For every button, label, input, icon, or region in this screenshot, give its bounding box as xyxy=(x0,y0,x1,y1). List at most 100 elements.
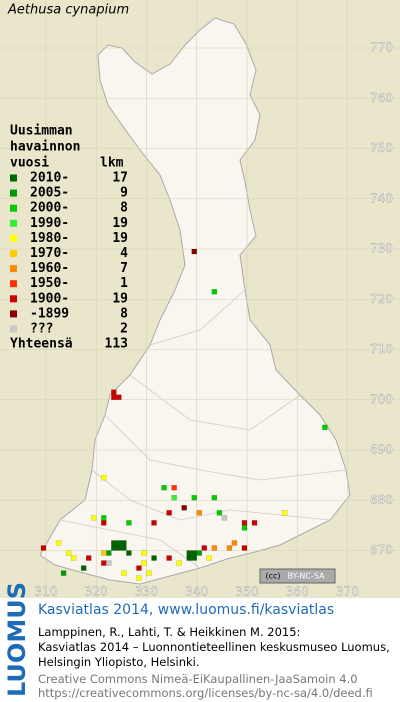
legend-label: ??? xyxy=(30,322,53,337)
citation-line: Kasviatlas 2014 – Luonnontieteellinen ke… xyxy=(38,640,390,654)
observation-square xyxy=(191,495,197,501)
y-tick-label: 730 xyxy=(370,242,393,256)
observation-square xyxy=(191,555,197,561)
legend-heading: vuosi xyxy=(10,156,49,171)
observation-square xyxy=(121,540,127,546)
y-tick-label: 760 xyxy=(370,91,393,105)
x-tick-label: 370 xyxy=(336,585,359,599)
citation-line: Lamppinen, R., Lahti, T. & Heikkinen M. … xyxy=(38,625,301,639)
observation-square xyxy=(186,550,192,556)
observation-square xyxy=(60,570,67,576)
observation-square xyxy=(226,545,233,551)
legend-label: 1960- xyxy=(30,261,69,276)
y-tick-label: 750 xyxy=(370,141,393,155)
observation-square xyxy=(101,560,107,566)
y-tick-label: 770 xyxy=(370,41,393,55)
license-line: Creative Commons Nimeä-EiKaupallinen-Jaa… xyxy=(38,672,358,686)
legend-swatch xyxy=(10,325,17,333)
observation-square xyxy=(161,484,167,491)
observation-square xyxy=(80,565,87,571)
finland-outline xyxy=(39,17,351,585)
observation-square xyxy=(101,550,107,556)
legend-swatch xyxy=(10,189,17,197)
citation-line: Helsingin Yliopisto, Helsinki. xyxy=(38,655,200,669)
y-tick-label: 700 xyxy=(370,392,393,406)
legend-swatch xyxy=(10,265,17,273)
y-tick-label: 710 xyxy=(370,342,393,356)
legend-heading: Uusimman xyxy=(10,124,73,139)
brand: LUOMUS xyxy=(3,582,31,697)
legend-swatch xyxy=(10,174,17,182)
legend-count: 1 xyxy=(120,276,128,291)
legend-label: 1980- xyxy=(30,231,69,246)
observation-square xyxy=(196,550,202,556)
x-tick-label: 330 xyxy=(135,585,158,599)
observation-square xyxy=(241,520,248,526)
legend-count: 7 xyxy=(120,261,128,276)
headline: Kasviatlas 2014, www.luomus.fi/kasviatla… xyxy=(38,602,335,618)
observation-square xyxy=(85,555,92,561)
legend-label: 1950- xyxy=(30,276,69,291)
observation-square xyxy=(101,520,107,526)
observation-square xyxy=(116,540,122,546)
observation-square xyxy=(111,545,117,551)
observation-square xyxy=(126,520,132,526)
observation-square xyxy=(141,560,147,566)
observation-square xyxy=(121,545,127,551)
legend-count: 8 xyxy=(120,306,128,321)
legend-total: 113 xyxy=(105,337,128,352)
observation-square xyxy=(211,289,218,295)
legend-label: 1990- xyxy=(30,216,69,231)
legend-swatch xyxy=(10,204,17,212)
observation-square xyxy=(171,495,177,501)
legend-label: 2005- xyxy=(30,186,69,201)
observation-square xyxy=(65,550,72,556)
observation-square xyxy=(201,545,207,551)
badge-license: BY-NC-SA xyxy=(287,572,325,581)
observation-square xyxy=(191,248,197,255)
y-tick-label: 670 xyxy=(370,543,393,557)
observation-square xyxy=(191,550,197,556)
observation-square xyxy=(106,550,112,556)
observation-square xyxy=(211,495,218,501)
legend-label: -1899 xyxy=(30,306,69,321)
observation-square xyxy=(116,394,122,400)
observation-square xyxy=(216,510,223,516)
legend-count: 8 xyxy=(120,201,128,216)
map: Aethusa cynapium 310 320 330 340 350 360 37077… xyxy=(0,0,400,598)
observation-square xyxy=(116,545,122,551)
legend-count: 9 xyxy=(120,186,128,201)
badge-cc: (cc) xyxy=(265,572,280,581)
legend-count: 19 xyxy=(112,216,128,231)
observation-square xyxy=(106,560,112,566)
observation-square xyxy=(70,555,77,561)
observation-square xyxy=(251,520,258,526)
legend-swatch xyxy=(10,234,17,242)
x-tick-label: 360 xyxy=(286,585,309,599)
x-tick-label: 320 xyxy=(85,585,108,599)
legend-label: 1900- xyxy=(30,291,69,306)
observation-square xyxy=(176,560,182,566)
observation-square xyxy=(322,424,328,431)
observation-square xyxy=(181,505,187,511)
legend-swatch xyxy=(10,219,17,227)
legend-count: 19 xyxy=(112,291,128,306)
observation-square xyxy=(166,510,172,516)
observation-square xyxy=(126,550,132,556)
x-tick-label: 310 xyxy=(35,585,58,599)
legend-swatch xyxy=(10,250,17,257)
observation-square xyxy=(111,389,117,395)
license-badge: (cc) BY-NC-SA xyxy=(259,568,336,584)
legend-swatch xyxy=(10,295,17,303)
observation-square xyxy=(91,515,97,521)
legend-count: 4 xyxy=(120,246,128,261)
legend-label: 2010- xyxy=(30,171,69,186)
x-tick-label: 340 xyxy=(185,585,208,599)
legend-label: 1970- xyxy=(30,246,69,261)
observation-square xyxy=(171,484,177,491)
observation-square xyxy=(146,570,152,576)
observation-square xyxy=(101,515,107,521)
legend-count: 2 xyxy=(120,322,128,337)
observation-square xyxy=(111,394,117,400)
